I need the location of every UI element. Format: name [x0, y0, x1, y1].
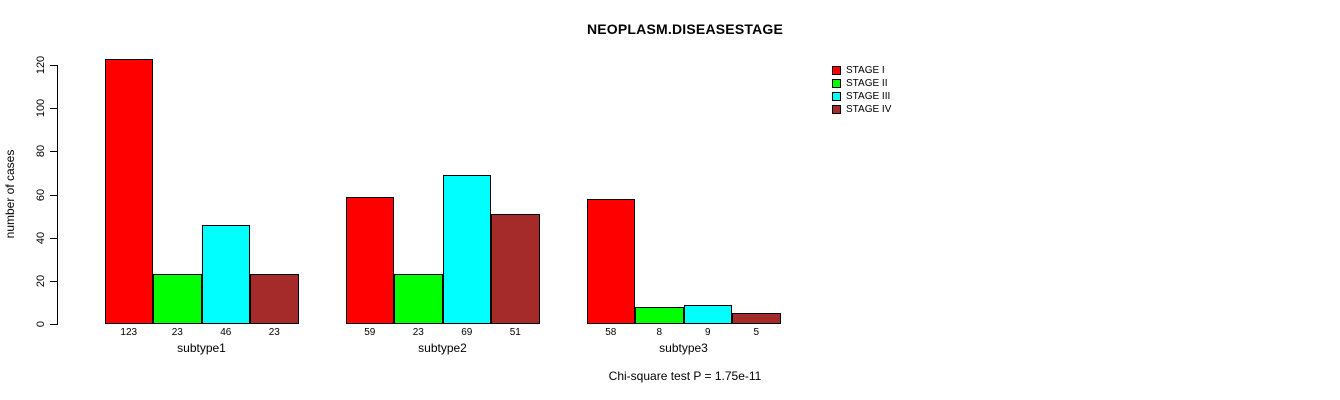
legend-item: STAGE III [832, 90, 891, 103]
bar [345, 196, 394, 324]
legend-item-label: STAGE II [846, 78, 888, 89]
legend-color-swatch [832, 105, 841, 114]
legend-item: STAGE IV [832, 103, 891, 116]
bar-value-label: 69 [461, 327, 473, 338]
y-axis-tick-label: 0 [35, 320, 47, 328]
bar [586, 198, 635, 324]
bar-value-label: 23 [268, 327, 280, 338]
bar-value-label: 5 [753, 327, 760, 338]
bar-value-label: 123 [120, 327, 138, 338]
y-axis-tick-label: 80 [35, 145, 47, 158]
legend-item-label: STAGE I [846, 65, 885, 76]
bar-value-label: 59 [364, 327, 376, 338]
x-category-label: subtype1 [177, 341, 226, 355]
y-axis-tick-label: 120 [35, 55, 47, 75]
y-axis-tick [50, 65, 57, 66]
bar-value-label: 46 [220, 327, 232, 338]
bar [153, 274, 202, 324]
bar-value-label: 8 [656, 327, 663, 338]
bar-value-label: 9 [704, 327, 711, 338]
legend-item: STAGE II [832, 77, 891, 90]
legend-item-label: STAGE III [846, 91, 891, 102]
bar [442, 175, 491, 324]
y-axis-label: number of cases [3, 149, 17, 239]
y-axis-tick [50, 108, 57, 110]
legend: STAGE I STAGE II STAGE III STAGE IV [832, 64, 891, 116]
x-category-label: subtype2 [418, 341, 467, 355]
legend-item-label: STAGE IV [846, 104, 892, 115]
y-axis-tick [50, 194, 57, 196]
y-axis-tick [50, 280, 57, 282]
x-category-label: subtype3 [659, 341, 708, 355]
bar-value-label: 51 [509, 327, 521, 338]
bar [250, 274, 299, 324]
y-axis-line [57, 65, 58, 325]
legend-color-swatch [832, 79, 841, 88]
bar-value-label: 23 [412, 327, 424, 338]
bar-value-label: 23 [171, 327, 183, 338]
bar [732, 313, 781, 324]
chi-square-annotation: Chi-square test P = 1.75e-11 [608, 369, 762, 383]
y-axis-tick [50, 151, 57, 153]
legend-color-swatch [832, 92, 841, 101]
legend-item: STAGE I [832, 64, 891, 77]
y-axis-tick-label: 100 [35, 98, 47, 118]
y-axis-tick-label: 60 [35, 188, 47, 201]
y-axis-tick [50, 324, 57, 325]
bar [104, 58, 153, 324]
y-axis-tick-label: 40 [35, 231, 47, 244]
bar [491, 213, 540, 324]
bar [635, 306, 684, 324]
bar [201, 224, 250, 324]
y-axis-tick [50, 237, 57, 239]
bar [394, 274, 443, 324]
legend-color-swatch [832, 66, 841, 75]
y-axis-tick-label: 20 [35, 274, 47, 287]
bar [683, 304, 732, 324]
chart-title: NEOPLASM.DISEASESTAGE [586, 21, 784, 37]
bar-value-label: 58 [605, 327, 617, 338]
